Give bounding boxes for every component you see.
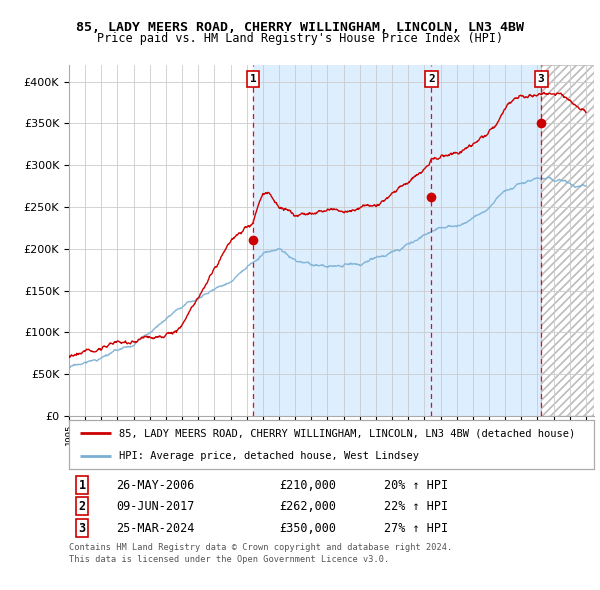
Text: 09-JUN-2017: 09-JUN-2017 xyxy=(116,500,194,513)
Text: 1: 1 xyxy=(79,478,86,491)
Text: 3: 3 xyxy=(538,74,545,84)
Text: 26-MAY-2006: 26-MAY-2006 xyxy=(116,478,194,491)
Text: 2: 2 xyxy=(79,500,86,513)
Text: 3: 3 xyxy=(79,522,86,535)
Text: 22% ↑ HPI: 22% ↑ HPI xyxy=(384,500,448,513)
Text: £262,000: £262,000 xyxy=(279,500,336,513)
Text: Price paid vs. HM Land Registry's House Price Index (HPI): Price paid vs. HM Land Registry's House … xyxy=(97,32,503,45)
Text: £350,000: £350,000 xyxy=(279,522,336,535)
Text: £210,000: £210,000 xyxy=(279,478,336,491)
Text: 85, LADY MEERS ROAD, CHERRY WILLINGHAM, LINCOLN, LN3 4BW: 85, LADY MEERS ROAD, CHERRY WILLINGHAM, … xyxy=(76,21,524,34)
Text: 1: 1 xyxy=(250,74,256,84)
Bar xyxy=(541,65,594,416)
Text: 25-MAR-2024: 25-MAR-2024 xyxy=(116,522,194,535)
Text: 85, LADY MEERS ROAD, CHERRY WILLINGHAM, LINCOLN, LN3 4BW (detached house): 85, LADY MEERS ROAD, CHERRY WILLINGHAM, … xyxy=(119,428,575,438)
Text: This data is licensed under the Open Government Licence v3.0.: This data is licensed under the Open Gov… xyxy=(69,555,389,563)
Text: HPI: Average price, detached house, West Lindsey: HPI: Average price, detached house, West… xyxy=(119,451,419,461)
Bar xyxy=(253,65,541,416)
Text: 20% ↑ HPI: 20% ↑ HPI xyxy=(384,478,448,491)
Text: Contains HM Land Registry data © Crown copyright and database right 2024.: Contains HM Land Registry data © Crown c… xyxy=(69,543,452,552)
Bar xyxy=(541,65,594,416)
Text: 27% ↑ HPI: 27% ↑ HPI xyxy=(384,522,448,535)
Text: 2: 2 xyxy=(428,74,435,84)
